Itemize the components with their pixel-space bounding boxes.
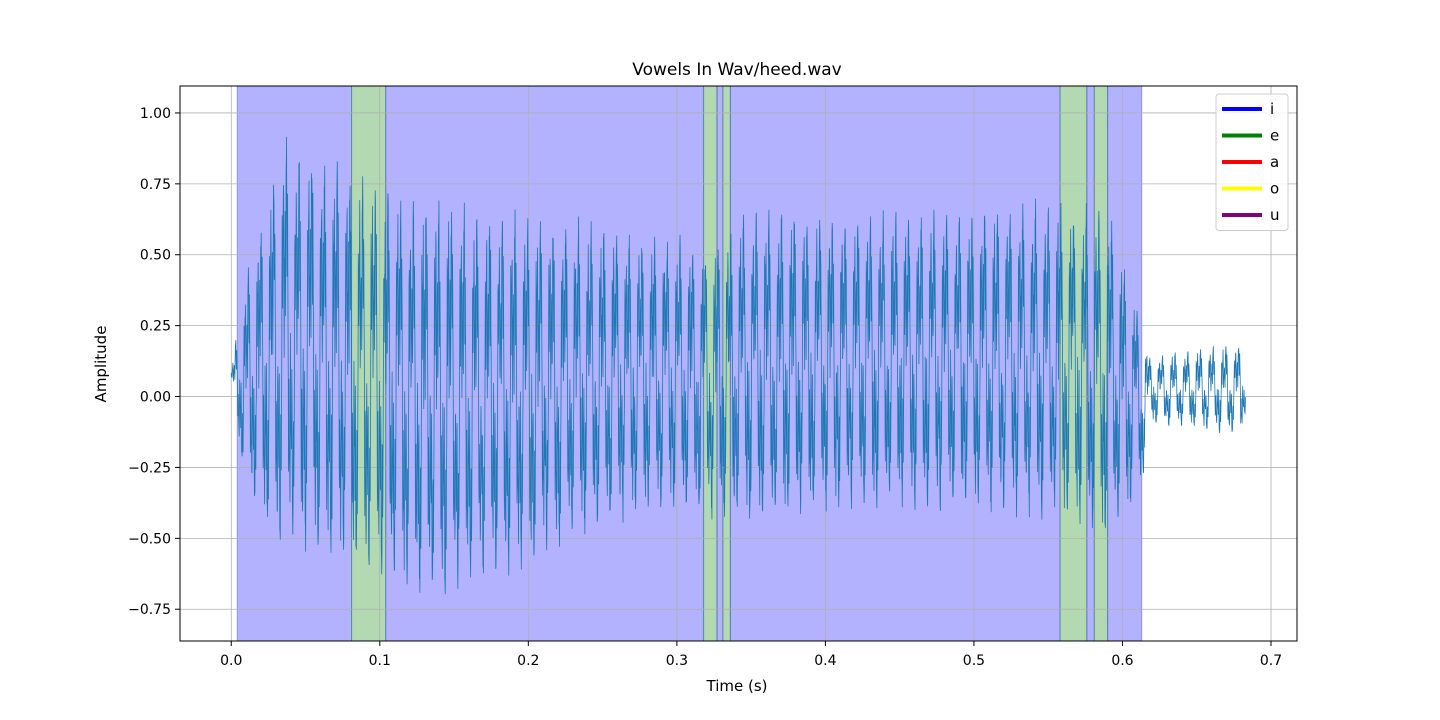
legend-label-o: o <box>1270 180 1279 198</box>
x-tick-label: 0.1 <box>369 653 391 669</box>
vowel-region-e <box>1059 85 1088 642</box>
x-tick-label: 0.0 <box>220 653 242 669</box>
y-axis-label: Amplitude <box>92 326 110 403</box>
plot-area: 0.0 0.1 0.2 0.3 0.4 0.5 0.6 0.7 1.00 0.75 0.50 0.25… <box>128 85 1298 669</box>
y-tick-label: 0.00 <box>140 390 171 406</box>
y-tick-label: −0.25 <box>128 460 171 476</box>
x-tick-label: 0.7 <box>1260 653 1282 669</box>
legend-label-e: e <box>1270 127 1279 145</box>
legend-label-u: u <box>1270 206 1280 224</box>
x-tick-label: 0.2 <box>517 653 539 669</box>
y-tick-label: −0.50 <box>128 531 171 547</box>
vowel-region-i <box>729 85 1061 642</box>
y-tick-label: 0.75 <box>140 177 171 193</box>
legend-label-a: a <box>1270 153 1279 171</box>
y-tick-label: −0.75 <box>128 602 171 618</box>
x-tick-label: 0.3 <box>666 653 688 669</box>
legend-label-i: i <box>1270 100 1274 118</box>
y-tick-label: 0.25 <box>140 319 171 335</box>
plot-frame <box>179 85 1298 642</box>
x-tick-label: 0.6 <box>1111 653 1133 669</box>
waveform-line <box>230 136 1246 595</box>
vowel-region-i <box>385 85 705 642</box>
x-tick-label: 0.5 <box>963 653 985 669</box>
chart-title: Vowels In Wav/heed.wav <box>632 60 841 80</box>
y-tick-label: 1.00 <box>140 106 171 122</box>
x-axis-label: Time (s) <box>706 677 768 695</box>
vowel-region-e <box>703 85 718 642</box>
y-tick-label: 0.50 <box>140 248 171 264</box>
x-tick-label: 0.4 <box>814 653 836 669</box>
